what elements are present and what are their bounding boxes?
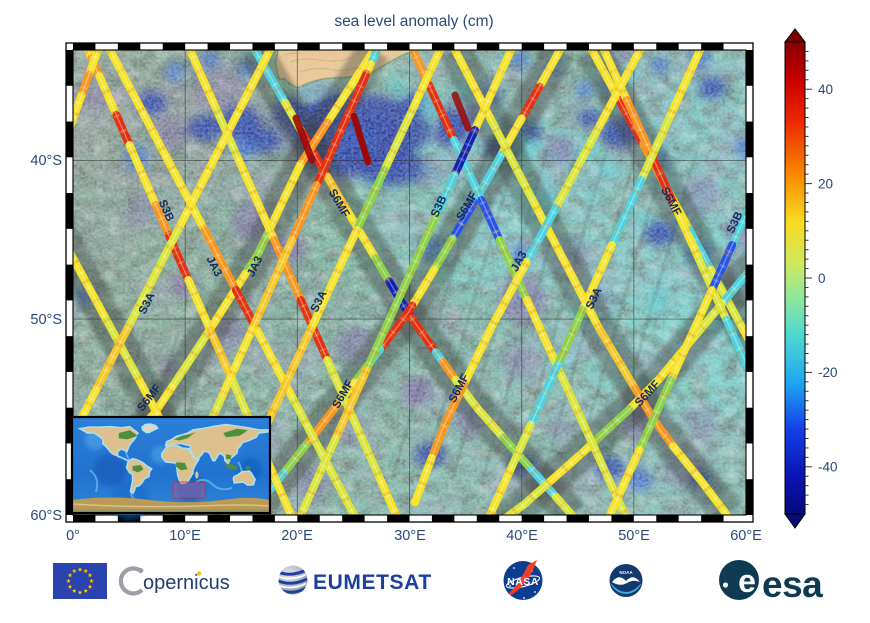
svg-text:60°S: 60°S [30,508,62,524]
svg-text:50°S: 50°S [30,312,62,328]
svg-text:EUMETSAT: EUMETSAT [313,571,432,594]
svg-text:40: 40 [818,82,833,97]
svg-text:60°E: 60°E [730,528,762,544]
svg-text:0: 0 [818,271,826,286]
svg-text:sea level anomaly (cm): sea level anomaly (cm) [334,13,493,30]
svg-text:30°E: 30°E [394,528,426,544]
svg-text:-20: -20 [818,365,838,380]
svg-text:10°E: 10°E [169,528,201,544]
svg-text:e: e [738,563,756,599]
svg-text:50°E: 50°E [618,528,650,544]
svg-text:20: 20 [818,176,833,191]
svg-text:0°: 0° [66,528,80,544]
svg-text:-40: -40 [818,460,838,475]
svg-text:20°E: 20°E [281,528,313,544]
svg-text:NOAA: NOAA [619,570,633,575]
svg-text:opernicus: opernicus [143,572,230,594]
svg-text:esa: esa [762,564,823,605]
svg-text:NASA: NASA [507,576,539,588]
svg-text:40°S: 40°S [30,153,62,169]
svg-text:40°E: 40°E [506,528,538,544]
